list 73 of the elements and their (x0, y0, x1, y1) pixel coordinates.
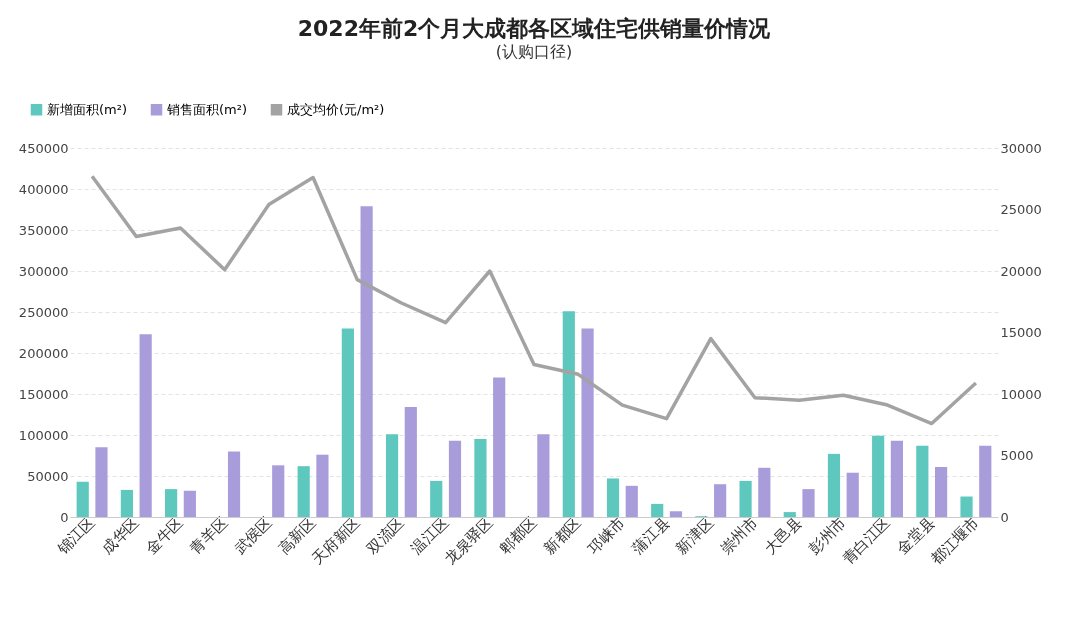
bar (783, 512, 796, 517)
y-tick-label: 100000 (18, 427, 69, 443)
y-tick-label: 0 (60, 509, 69, 525)
bar (385, 434, 399, 517)
bar (448, 440, 462, 517)
y-tick-label: 150000 (18, 386, 69, 402)
bar (916, 445, 929, 517)
bar (316, 454, 329, 517)
bar (562, 311, 575, 517)
bar (120, 489, 133, 517)
chart-title: 2022年前2个月大成都各区域住宅供销量价情况 (297, 16, 772, 41)
x-tick-label: 成华区 (98, 513, 143, 558)
bar (960, 496, 973, 517)
y2-tick-label: 20000 (1000, 263, 1042, 279)
bar (581, 328, 594, 517)
bar (935, 466, 948, 517)
chart-subtitle: (认购口径) (495, 42, 573, 61)
x-tick-label: 大邑县 (760, 513, 806, 558)
bar (758, 467, 771, 517)
bar (430, 480, 443, 517)
bar (651, 503, 664, 517)
bar (537, 434, 550, 517)
x-tick-label: 双流区 (363, 513, 408, 558)
bar (669, 511, 683, 517)
x-tick-label: 蒲江县 (628, 513, 673, 558)
bar (95, 447, 108, 517)
bar (404, 407, 417, 517)
x-tick-label: 青羊区 (186, 513, 232, 558)
x-tick-label: 新都区 (540, 513, 585, 558)
bar (493, 377, 506, 517)
bar (360, 206, 373, 517)
bar (827, 453, 841, 517)
y2-tick-label: 25000 (1000, 202, 1042, 217)
y-tick-label: 450000 (18, 140, 69, 156)
y-tick-label: 50000 (27, 468, 69, 484)
x-tick-label: 郫都区 (495, 513, 541, 558)
bar (890, 440, 903, 517)
legend-label: 销售面积(m²) (166, 101, 248, 117)
bar (76, 481, 89, 517)
line-series (90, 174, 978, 426)
bar (183, 490, 196, 517)
x-tick-label: 邛崃市 (584, 513, 629, 558)
legend-label: 新增面积(m²) (47, 101, 128, 117)
bar (739, 480, 752, 517)
y-tick-label: 300000 (18, 263, 69, 279)
y-tick-label: 200000 (18, 345, 69, 361)
y2-tick-label: 15000 (1000, 325, 1042, 340)
bar (297, 466, 310, 517)
bar (979, 445, 992, 517)
y-tick-label: 400000 (18, 181, 69, 197)
x-tick-label: 金牛区 (142, 513, 187, 558)
bar (139, 334, 152, 517)
bar (872, 435, 885, 517)
legend-label: 成交均价(元/m²) (287, 101, 385, 117)
bar (227, 451, 241, 517)
bar (606, 478, 620, 517)
bar (802, 489, 815, 517)
bar (714, 484, 727, 517)
y-tick-label: 350000 (18, 222, 69, 238)
y2-tick-label: 5000 (1000, 448, 1034, 463)
bar (625, 485, 638, 517)
x-tick-label: 崇州市 (716, 513, 762, 558)
bar (341, 328, 354, 517)
bar (474, 439, 487, 517)
x-tick-label: 武侯区 (230, 513, 276, 558)
y-tick-label: 250000 (18, 304, 69, 320)
bar (846, 472, 859, 517)
y2-tick-label: 30000 (1000, 140, 1042, 156)
y2-tick-label: 0 (1000, 509, 1009, 525)
bar (165, 489, 178, 517)
bar (272, 465, 285, 517)
y2-tick-label: 10000 (1000, 386, 1042, 402)
x-tick-label: 新津区 (672, 513, 718, 558)
